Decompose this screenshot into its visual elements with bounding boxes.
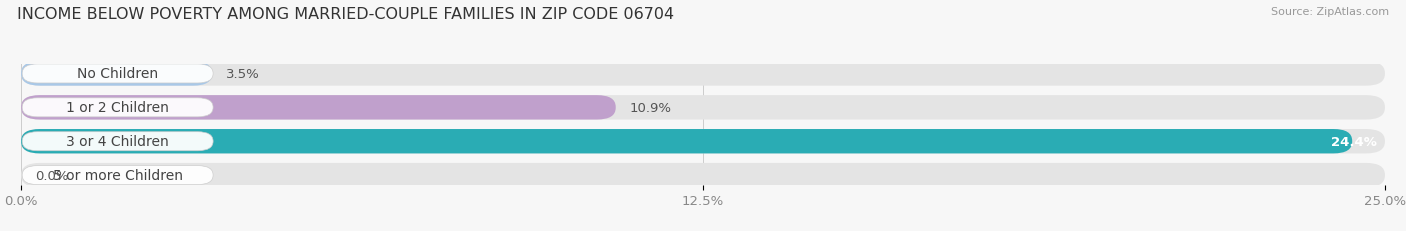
Text: 5 or more Children: 5 or more Children: [52, 168, 183, 182]
Text: 0.0%: 0.0%: [35, 169, 69, 182]
FancyBboxPatch shape: [21, 62, 1385, 86]
FancyBboxPatch shape: [22, 98, 214, 117]
FancyBboxPatch shape: [21, 163, 1385, 188]
Text: 10.9%: 10.9%: [630, 101, 671, 114]
Text: 3.5%: 3.5%: [225, 68, 260, 81]
FancyBboxPatch shape: [21, 129, 1353, 154]
Text: No Children: No Children: [77, 67, 159, 81]
Text: 3 or 4 Children: 3 or 4 Children: [66, 135, 169, 149]
Text: Source: ZipAtlas.com: Source: ZipAtlas.com: [1271, 7, 1389, 17]
FancyBboxPatch shape: [22, 166, 214, 185]
FancyBboxPatch shape: [21, 129, 1385, 154]
FancyBboxPatch shape: [22, 132, 214, 151]
Text: INCOME BELOW POVERTY AMONG MARRIED-COUPLE FAMILIES IN ZIP CODE 06704: INCOME BELOW POVERTY AMONG MARRIED-COUPL…: [17, 7, 673, 22]
FancyBboxPatch shape: [22, 65, 214, 84]
Text: 1 or 2 Children: 1 or 2 Children: [66, 101, 169, 115]
Text: 24.4%: 24.4%: [1331, 135, 1376, 148]
FancyBboxPatch shape: [21, 96, 1385, 120]
FancyBboxPatch shape: [21, 96, 616, 120]
FancyBboxPatch shape: [21, 62, 212, 86]
